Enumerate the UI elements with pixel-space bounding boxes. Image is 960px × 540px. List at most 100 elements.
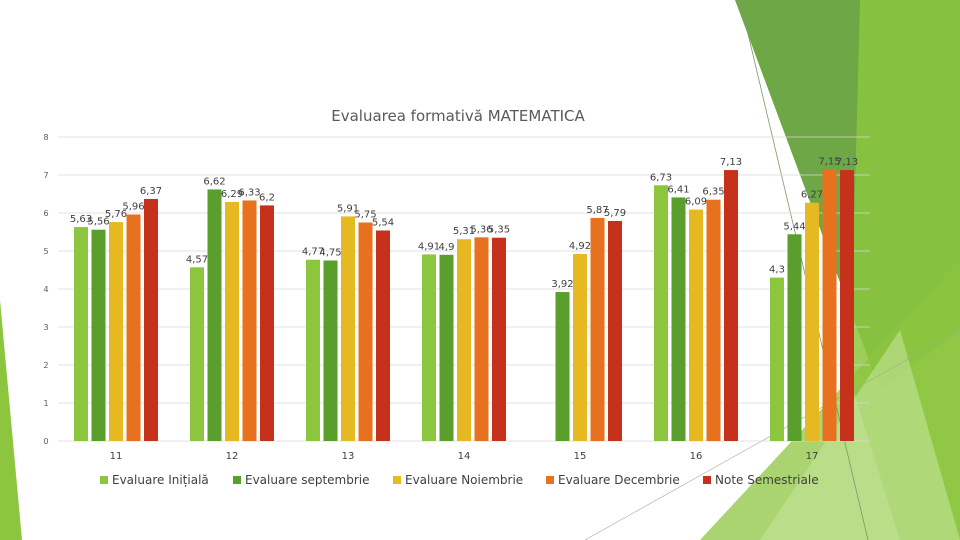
legend-swatch: [393, 476, 401, 484]
y-axis-ticks: 0 1 2 3 4 5 6 7 8: [43, 133, 48, 446]
bar: [770, 277, 784, 441]
bar: [805, 202, 819, 441]
data-label: 6,37: [140, 186, 162, 197]
data-label: 4,77: [302, 247, 324, 258]
bar: [689, 209, 703, 441]
data-label: 4,92: [569, 241, 591, 252]
bar: [260, 205, 274, 441]
legend-label: Evaluare Noiembrie: [405, 473, 523, 487]
data-label: 5,44: [783, 221, 805, 232]
category-label: 11: [110, 451, 123, 462]
y-tick-label: 6: [43, 209, 48, 218]
legend-swatch: [233, 476, 241, 484]
legend: Evaluare Inițială Evaluare septembrie Eval…: [100, 473, 819, 487]
bar: [608, 220, 622, 441]
bar: [787, 234, 802, 441]
bar: [144, 198, 158, 441]
data-label: 6,2: [259, 192, 275, 203]
data-label: 4,91: [418, 241, 440, 252]
deco-line-1: [739, 0, 869, 540]
data-label: 4,75: [319, 248, 341, 259]
data-label: 5,35: [488, 225, 510, 236]
data-label: 5,36: [470, 224, 492, 235]
bar: [724, 170, 738, 441]
data-label: 6,73: [650, 172, 672, 183]
category-label: 14: [458, 451, 471, 462]
category-label: 15: [574, 451, 587, 462]
bar: [474, 237, 489, 441]
data-labels: 5,635,565,765,96 6,37 4,57 6,62 6,296,336,2 4…: [70, 156, 858, 290]
legend-label: Evaluare septembrie: [245, 473, 370, 487]
bar: [457, 239, 471, 441]
deco-triangle-left: [0, 300, 22, 540]
deco-triangle-pale: [760, 330, 960, 540]
data-label: 5,76: [105, 209, 127, 220]
x-axis-categories: 11 12 13 14 15 16 17: [110, 451, 819, 462]
y-tick-label: 3: [43, 323, 48, 332]
data-label: 3,92: [551, 279, 573, 290]
data-label: 5,63: [70, 214, 92, 225]
bar: [74, 227, 88, 441]
legend-label: Evaluare Decembrie: [558, 473, 680, 487]
bar: [225, 201, 239, 441]
bar: [654, 185, 668, 441]
category-label: 13: [342, 451, 355, 462]
data-label: 4,57: [186, 254, 208, 265]
bar: [439, 254, 454, 441]
bar: [706, 199, 721, 441]
bar: [422, 254, 436, 441]
data-label: 6,33: [238, 187, 260, 198]
data-label: 5,87: [586, 205, 608, 216]
data-label: 5,31: [453, 226, 475, 237]
y-tick-label: 8: [43, 133, 48, 142]
data-label: 6,27: [801, 190, 823, 201]
data-label: 4,9: [439, 242, 455, 253]
legend-swatch: [703, 476, 711, 484]
bar: [671, 197, 686, 441]
bar: [822, 169, 837, 442]
bar: [323, 260, 338, 441]
bar: [207, 189, 222, 441]
bar: [306, 259, 320, 441]
chart-title: Evaluarea formativă MATEMATICA: [331, 107, 585, 125]
category-label: 12: [226, 451, 239, 462]
data-label: 7,13: [720, 157, 742, 168]
bar: [190, 267, 204, 441]
data-label: 5,91: [337, 203, 359, 214]
data-label: 6,62: [203, 176, 225, 187]
bar: [573, 254, 587, 441]
bar: [492, 237, 506, 441]
bar: [242, 200, 257, 441]
bars: [74, 169, 854, 442]
data-label: 5,56: [87, 217, 109, 228]
legend-label: Note Semestriale: [715, 473, 819, 487]
y-tick-label: 7: [43, 171, 48, 180]
data-label: 5,96: [122, 202, 144, 213]
data-label: 6,09: [685, 197, 707, 208]
category-label: 16: [690, 451, 703, 462]
legend-swatch: [546, 476, 554, 484]
bar: [126, 214, 141, 441]
data-label: 4,3: [769, 265, 785, 276]
bar: [358, 222, 373, 441]
bar: [109, 222, 123, 441]
data-label: 5,79: [604, 208, 626, 219]
bar: [555, 292, 570, 441]
bar: [840, 170, 854, 441]
data-label: 7,15: [818, 156, 840, 167]
legend-swatch: [100, 476, 108, 484]
y-tick-label: 0: [43, 437, 48, 446]
bar: [376, 230, 390, 441]
data-label: 7,13: [836, 157, 858, 168]
data-label: 6,41: [667, 184, 689, 195]
data-label: 6,35: [702, 187, 724, 198]
legend-label: Evaluare Inițială: [112, 473, 209, 487]
bar: [590, 217, 605, 441]
category-label: 17: [806, 451, 819, 462]
y-tick-label: 5: [43, 247, 48, 256]
y-tick-label: 2: [43, 361, 48, 370]
data-label: 5,75: [354, 210, 376, 221]
data-label: 5,54: [372, 217, 394, 228]
